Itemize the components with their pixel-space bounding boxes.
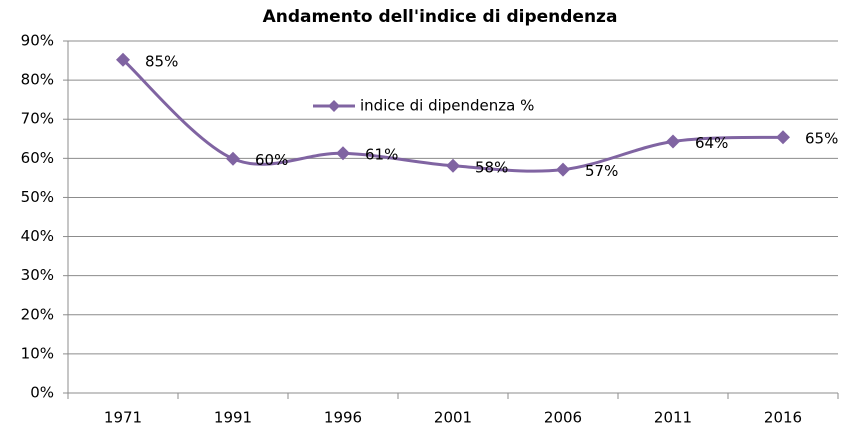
marker: [556, 162, 570, 177]
marker: [116, 52, 130, 67]
y-tick-label: 30%: [21, 266, 54, 284]
marker: [666, 134, 680, 149]
marker: [226, 151, 240, 166]
y-tick-label: 60%: [21, 149, 54, 167]
marker: [336, 146, 350, 161]
data-label: 65%: [805, 130, 838, 148]
x-tick-label: 2006: [544, 409, 582, 427]
x-tick-label: 1996: [324, 409, 362, 427]
data-label: 61%: [365, 146, 398, 164]
y-tick-label: 50%: [21, 188, 54, 206]
data-label: 64%: [695, 134, 728, 152]
x-tick-label: 1971: [104, 409, 142, 427]
x-tick-label: 1991: [214, 409, 252, 427]
y-tick-label: 90%: [21, 32, 54, 50]
y-tick-label: 0%: [30, 384, 54, 402]
x-tick-label: 2016: [764, 409, 802, 427]
marker: [776, 130, 790, 145]
data-label: 60%: [255, 151, 288, 169]
chart-title: Andamento dell'indice di dipendenza: [263, 7, 618, 27]
data-label: 85%: [145, 52, 178, 70]
y-tick-label: 40%: [21, 227, 54, 245]
data-label: 57%: [585, 162, 618, 180]
x-tick-label: 2001: [434, 409, 472, 427]
marker: [446, 158, 460, 173]
series-line: [121, 58, 784, 173]
data-label: 58%: [475, 158, 508, 176]
y-tick-label: 80%: [21, 71, 54, 89]
legend-marker: [328, 100, 340, 112]
y-tick-label: 20%: [21, 305, 54, 323]
x-tick-label: 2011: [654, 409, 692, 427]
legend-label: indice di dipendenza %: [360, 97, 534, 115]
y-tick-label: 70%: [21, 110, 54, 128]
y-tick-label: 10%: [21, 344, 54, 362]
